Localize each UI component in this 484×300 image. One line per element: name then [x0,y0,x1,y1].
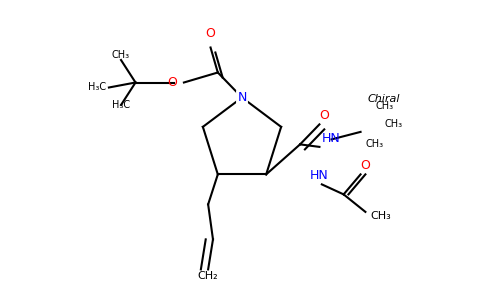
Text: H₃C: H₃C [89,82,106,92]
Text: CH₃: CH₃ [365,139,383,149]
Text: O: O [319,110,329,122]
Text: N: N [237,91,247,104]
Text: CH₃: CH₃ [370,212,391,221]
Text: HN: HN [310,169,329,182]
Text: CH₃: CH₃ [375,101,393,111]
Text: HN: HN [322,132,341,145]
Text: CH₂: CH₂ [198,272,218,281]
Text: O: O [167,76,177,89]
Text: CH₃: CH₃ [112,50,130,59]
Text: H₃C: H₃C [112,100,130,110]
Text: O: O [206,27,215,40]
Text: Chiral: Chiral [368,94,400,104]
Text: O: O [361,159,370,172]
Text: CH₃: CH₃ [385,119,403,129]
